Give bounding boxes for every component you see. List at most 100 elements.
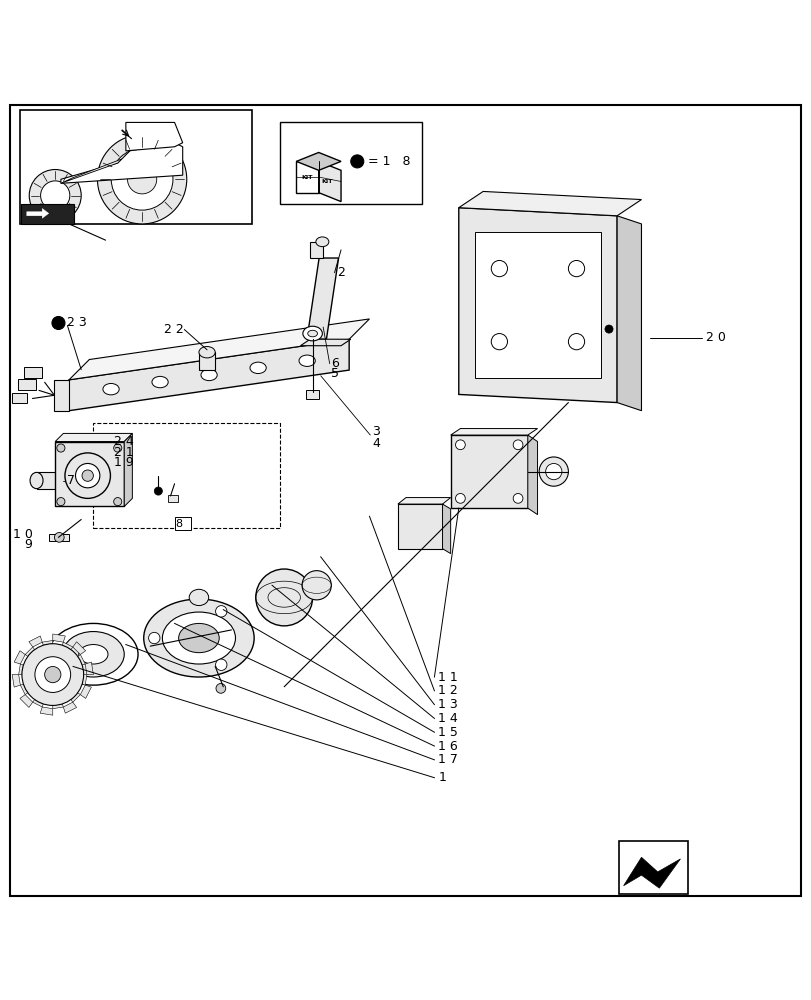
Circle shape [100,436,111,447]
Text: 7: 7 [67,474,75,487]
Circle shape [455,440,465,450]
Circle shape [75,463,100,488]
Polygon shape [19,664,24,675]
Circle shape [100,457,111,468]
Circle shape [57,498,65,506]
Polygon shape [54,380,69,411]
Circle shape [52,316,65,329]
Bar [49,534,69,541]
Ellipse shape [30,472,43,489]
Polygon shape [85,662,93,675]
Circle shape [148,632,160,644]
Ellipse shape [152,376,168,388]
Text: 2 2: 2 2 [164,323,183,336]
Polygon shape [82,675,87,685]
Text: 1 5: 1 5 [438,726,457,739]
Polygon shape [296,152,341,170]
Ellipse shape [162,612,235,664]
Bar [310,242,323,258]
Polygon shape [71,693,80,702]
Polygon shape [32,700,43,707]
Circle shape [491,260,507,277]
Ellipse shape [178,623,219,653]
Circle shape [455,494,465,503]
Text: 8: 8 [175,519,182,529]
Text: 1 9: 1 9 [114,456,133,469]
Polygon shape [12,675,20,687]
Polygon shape [14,651,25,664]
Polygon shape [397,498,450,504]
Polygon shape [616,216,641,411]
Ellipse shape [307,330,317,337]
Bar [450,435,527,508]
Polygon shape [124,433,132,506]
Polygon shape [458,208,616,403]
Polygon shape [73,642,85,655]
Polygon shape [61,159,122,183]
Circle shape [97,135,187,224]
Text: 2 0: 2 0 [706,331,725,344]
Polygon shape [27,208,49,218]
Circle shape [255,569,312,626]
Polygon shape [53,704,63,709]
Ellipse shape [250,362,266,374]
Circle shape [41,181,70,210]
Text: KIT: KIT [302,175,313,180]
Bar [168,495,178,502]
Polygon shape [300,339,350,346]
Text: 1: 1 [438,771,446,784]
Ellipse shape [103,383,119,395]
Circle shape [114,444,122,452]
Ellipse shape [200,369,217,381]
Circle shape [350,155,363,168]
Circle shape [127,165,157,194]
Ellipse shape [189,589,208,606]
Polygon shape [442,504,450,554]
Circle shape [491,334,507,350]
Text: 6: 6 [331,357,339,370]
Bar [24,367,42,378]
Polygon shape [53,634,65,642]
Polygon shape [458,191,641,216]
Ellipse shape [62,632,124,677]
Polygon shape [69,339,349,411]
Circle shape [45,666,61,683]
Polygon shape [623,857,680,888]
Ellipse shape [79,645,108,664]
Text: 2 4: 2 4 [114,435,133,448]
Polygon shape [20,684,28,695]
Polygon shape [42,640,53,645]
Circle shape [100,446,111,458]
Bar [12,393,27,403]
Ellipse shape [144,599,254,677]
Polygon shape [318,161,341,202]
Polygon shape [20,695,32,707]
Bar [174,517,191,530]
Text: = 1   8: = 1 8 [367,155,410,168]
Polygon shape [41,707,53,715]
Bar [20,110,251,224]
Polygon shape [78,655,85,665]
Text: 2 1: 2 1 [114,446,133,459]
Circle shape [216,606,226,617]
Text: KIT: KIT [320,179,332,184]
Ellipse shape [298,355,315,366]
Circle shape [539,457,568,486]
Text: 4: 4 [371,437,380,450]
Circle shape [513,440,522,450]
Text: 1 6: 1 6 [438,740,457,753]
Polygon shape [307,258,338,339]
Circle shape [545,463,561,480]
Circle shape [604,325,612,333]
Polygon shape [29,636,42,647]
Bar [55,442,124,506]
Polygon shape [69,319,369,380]
Text: 1 2: 1 2 [438,684,457,697]
Text: 1 3: 1 3 [438,698,457,711]
Text: 1 7: 1 7 [438,753,457,766]
Polygon shape [126,122,182,151]
Circle shape [65,453,110,498]
Bar [199,352,215,370]
Polygon shape [62,642,73,650]
Bar [306,390,319,398]
